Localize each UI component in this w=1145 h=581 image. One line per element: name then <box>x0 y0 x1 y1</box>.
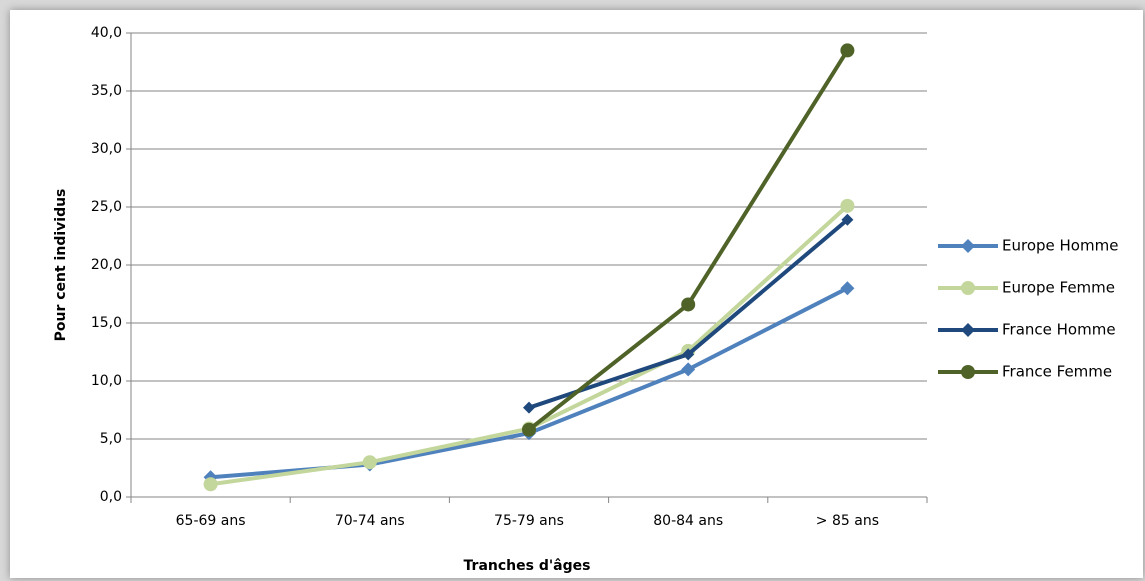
series-line <box>208 286 850 480</box>
series-europe-femme <box>203 198 855 492</box>
x-axis: 65-69 ans 70-74 ans 75-79 ans 80-84 ans > 85… <box>130 497 928 529</box>
legend-label: Europe Homme <box>1002 237 1118 255</box>
y-tick-label: 30,0 <box>91 141 122 157</box>
legend-label: France Femme <box>1002 363 1112 381</box>
data-point <box>841 213 854 226</box>
y-tick-label: 5,0 <box>100 431 122 447</box>
legend: Europe Homme Europe Femme France Homme Fran… <box>938 237 1118 381</box>
x-tick-label: 65-69 ans <box>176 513 246 529</box>
y-tick-label: 15,0 <box>91 315 122 331</box>
series-europe-homme <box>203 281 855 485</box>
series-group <box>203 43 855 492</box>
series-line <box>208 203 850 487</box>
series-france-femme <box>522 43 855 437</box>
legend-label: Europe Femme <box>1002 279 1115 297</box>
data-point <box>840 198 855 213</box>
y-axis-title: Pour cent individus <box>53 189 69 342</box>
data-point <box>681 297 696 312</box>
data-point <box>682 348 695 361</box>
legend-item: Europe Homme <box>938 237 1118 255</box>
data-point <box>522 422 536 437</box>
legend-swatch-marker <box>961 365 975 379</box>
y-tick-label: 20,0 <box>91 257 122 273</box>
y-axis-ticks: 0,0 5,0 10,0 15,0 20,0 25,0 30,0 35,0 40,0 <box>91 25 132 505</box>
x-tick-label: 80-84 ans <box>653 513 723 529</box>
y-tick-label: 0,0 <box>100 489 122 505</box>
data-point <box>523 401 535 414</box>
legend-swatch-marker <box>961 239 975 253</box>
gridlines <box>131 32 927 498</box>
legend-label: France Homme <box>1002 321 1116 339</box>
y-tick-label: 35,0 <box>91 83 122 99</box>
data-point <box>362 455 377 470</box>
x-axis-title: Tranches d'âges <box>464 558 591 574</box>
data-point <box>840 281 855 296</box>
y-tick-label: 25,0 <box>91 199 122 215</box>
legend-swatch-marker <box>961 281 975 295</box>
y-tick-label: 40,0 <box>91 25 122 41</box>
y-tick-label: 10,0 <box>91 373 122 389</box>
x-tick-label: 70-74 ans <box>335 513 405 529</box>
legend-item: France Femme <box>938 363 1112 381</box>
legend-item: Europe Femme <box>938 279 1115 297</box>
data-point <box>203 477 218 492</box>
x-tick-label: > 85 ans <box>816 513 879 529</box>
x-tick-label: 75-79 ans <box>494 513 564 529</box>
legend-item: France Homme <box>938 321 1116 339</box>
line-chart: 0,0 5,0 10,0 15,0 20,0 25,0 30,0 35,0 40,0 65-69… <box>53 25 1118 574</box>
data-point <box>840 43 855 58</box>
data-point <box>681 362 696 377</box>
legend-swatch-marker <box>961 323 975 337</box>
chart-frame: 0,0 5,0 10,0 15,0 20,0 25,0 30,0 35,0 40,0 65-69… <box>10 10 1143 578</box>
